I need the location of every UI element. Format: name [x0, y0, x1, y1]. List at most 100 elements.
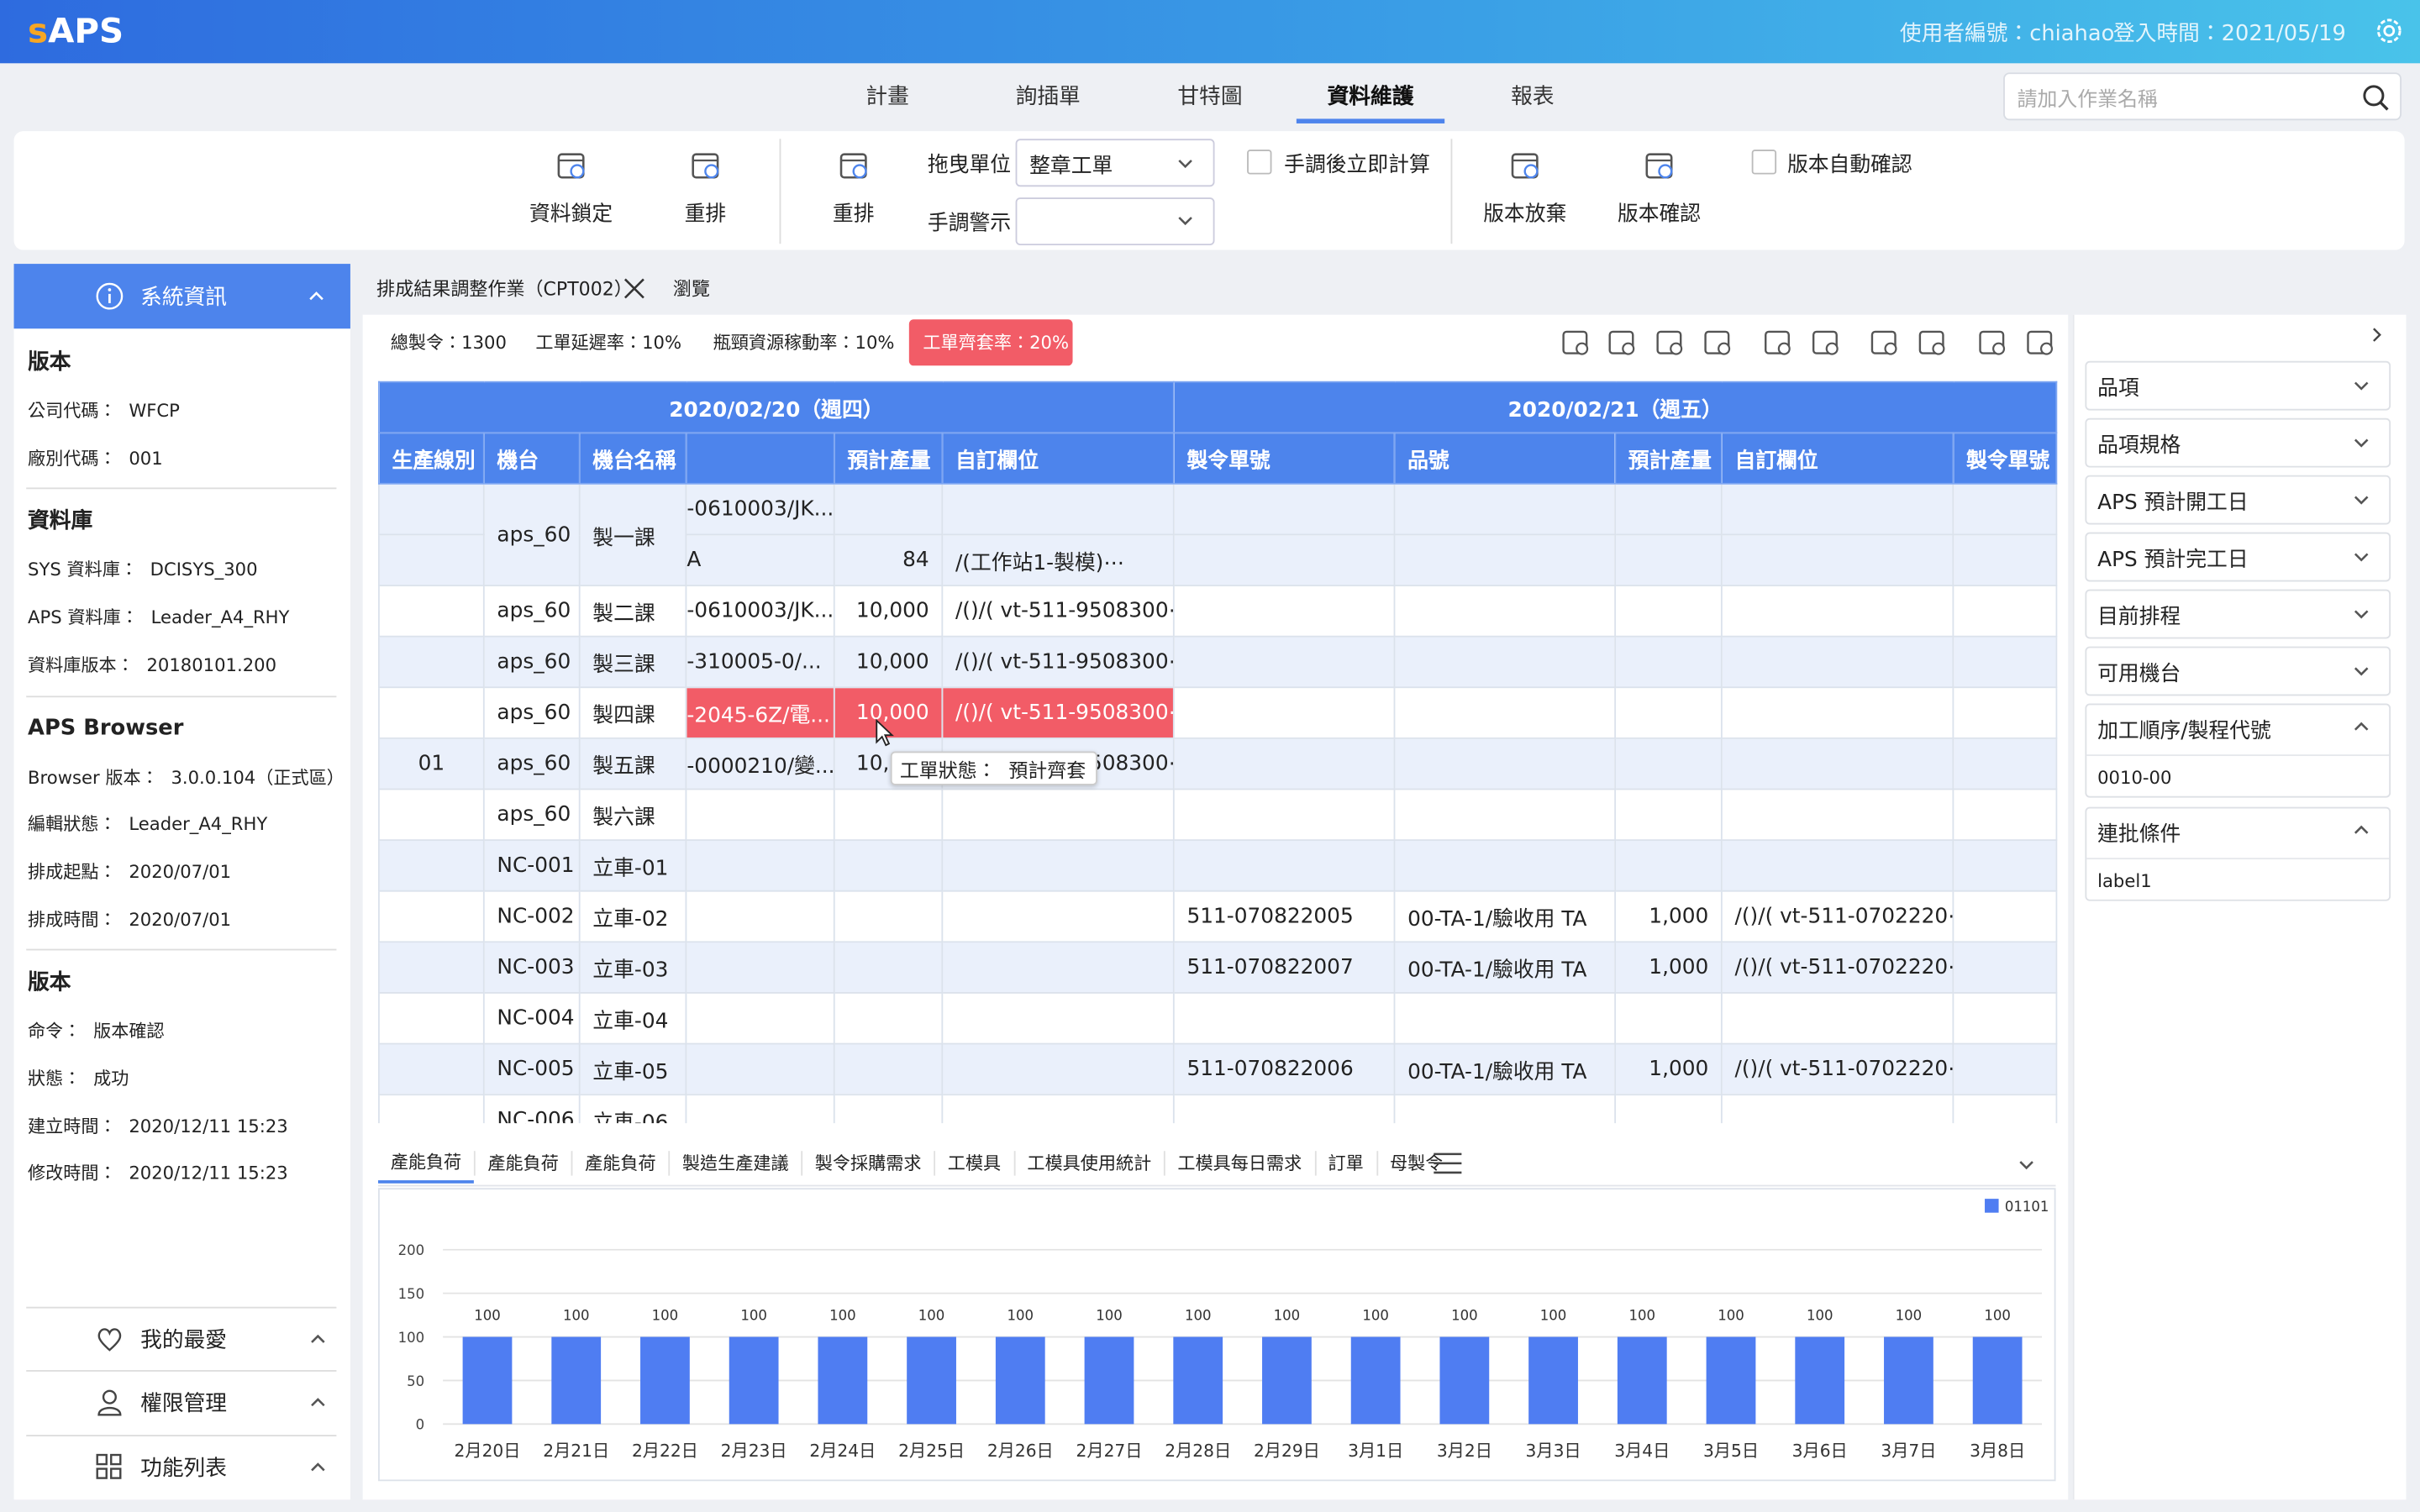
- nav-item[interactable]: 報表: [1511, 85, 1555, 110]
- menu-icon[interactable]: [1434, 1152, 1462, 1174]
- bar: [1617, 1336, 1667, 1425]
- value-label: 100: [652, 1307, 679, 1323]
- toolbar-button-label[interactable]: 資料鎖定: [529, 202, 613, 227]
- grid-tool-icon[interactable]: [1869, 327, 1900, 358]
- menu-icon: [96, 1453, 122, 1479]
- grid-tool-icon[interactable]: [1810, 327, 1841, 358]
- table-cell: -0000210/變...: [685, 737, 835, 790]
- filter-box[interactable]: APS 預計完工日: [2085, 532, 2391, 582]
- icon-part: [1979, 330, 2005, 354]
- value-label: 100: [1807, 1307, 1833, 1323]
- toolbar-button-label[interactable]: 重排: [684, 202, 727, 227]
- table-cell: 511-070822006: [1172, 1042, 1396, 1096]
- settings-icon[interactable]: [2375, 17, 2403, 45]
- tab-close[interactable]: [623, 278, 645, 300]
- table-cell: NC-004: [482, 992, 581, 1045]
- nav-item[interactable]: 詢插單: [1015, 85, 1081, 110]
- search-box[interactable]: 請加入作業名稱: [2003, 72, 2402, 121]
- table-cell: 立車-03: [578, 941, 687, 994]
- left-panel: [13, 264, 350, 1500]
- info-value: 3.0.0.104（正式區）: [171, 765, 345, 788]
- icon-part: [2379, 101, 2389, 111]
- select-value: 整章工單: [1029, 154, 1113, 180]
- grid-tool-icon[interactable]: [1607, 327, 1638, 358]
- icon-part: [311, 1334, 325, 1343]
- header-bar: [0, 0, 2420, 64]
- toolbar-button-label[interactable]: 版本放棄: [1483, 202, 1567, 227]
- nav-item[interactable]: 資料維護: [1327, 85, 1414, 110]
- bottom-tab[interactable]: 產能負荷: [571, 1151, 669, 1176]
- x-tick-label: 3月2日: [1437, 1441, 1492, 1461]
- bottom-tab[interactable]: 製令採購需求: [801, 1151, 934, 1176]
- filter-box[interactable]: 品項: [2085, 360, 2391, 411]
- column-header: 機台: [482, 432, 581, 485]
- table-cell: NC-006: [482, 1094, 581, 1124]
- filter-box[interactable]: 可用機台: [2085, 646, 2391, 696]
- table-cell: NC-005: [482, 1042, 581, 1096]
- icon-part: [2363, 85, 2385, 107]
- table-cell: [1952, 941, 2058, 994]
- tab[interactable]: 排成結果調整作業（CPT002）: [376, 278, 633, 301]
- nav-item[interactable]: 計畫: [865, 85, 909, 110]
- filter-box[interactable]: 品項規格: [2085, 417, 2391, 468]
- filter-label: 品項: [2097, 376, 2139, 402]
- grid-tool-icon[interactable]: [2025, 327, 2056, 358]
- toolbar-icon[interactable]: [554, 148, 587, 181]
- grid-tool-icon[interactable]: [1655, 327, 1686, 358]
- filter-box[interactable]: 加工順序/製程代號 0010-00: [2085, 703, 2391, 798]
- icon-part: [623, 278, 644, 299]
- bottom-tab[interactable]: 訂單: [1313, 1151, 1376, 1176]
- x-tick-label: 2月23日: [721, 1441, 787, 1461]
- table-cell: [378, 890, 485, 943]
- filter-value: 0010-00: [2097, 766, 2172, 789]
- value-label: 100: [918, 1307, 945, 1323]
- stat: 工單齊套率：20%: [923, 331, 1070, 354]
- info-value: 2020/07/01: [129, 908, 232, 930]
- nav-item[interactable]: 甘特圖: [1177, 85, 1243, 110]
- filter-box[interactable]: 目前排程: [2085, 589, 2391, 639]
- info-label: 廠別代碼：: [28, 447, 117, 469]
- filter-box[interactable]: APS 預計開工日: [2085, 475, 2391, 525]
- table-row: aps_60 製三課 -310005-0/... 10,000/()/( vt-511…: [378, 635, 2058, 689]
- toolbar-button-label[interactable]: 版本確認: [1617, 202, 1702, 227]
- chevron: [2354, 438, 2369, 448]
- bottom-tab[interactable]: 工模具: [934, 1151, 1013, 1176]
- filter-box[interactable]: 連批條件 label1: [2085, 806, 2391, 901]
- icon-part: [2376, 18, 2402, 44]
- search-icon[interactable]: [2361, 83, 2389, 111]
- bottom-tab[interactable]: 製造生產建議: [668, 1151, 801, 1176]
- x-tick-label: 2月26日: [987, 1441, 1054, 1461]
- left-panel-header[interactable]: [13, 264, 350, 329]
- table-row: aps_60 製一課 -0610003/JK...: [378, 482, 2058, 586]
- filter-divider: [2086, 754, 2390, 756]
- checkbox[interactable]: [1247, 150, 1272, 175]
- bottom-tab[interactable]: 工模具每日需求: [1163, 1151, 1314, 1176]
- menu-item[interactable]: 權限管理: [140, 1391, 227, 1417]
- table-cell: 00-TA-1/驗收用 TA: [1393, 941, 1617, 994]
- table-cell: [1720, 585, 1954, 638]
- grid-tool-icon[interactable]: [1977, 327, 2008, 358]
- grid-tool-icon[interactable]: [1917, 327, 1948, 358]
- manual-alert-select[interactable]: [1015, 197, 1215, 246]
- bottom-tab[interactable]: 產能負荷: [378, 1143, 474, 1184]
- collapse-arrow[interactable]: [2372, 327, 2381, 342]
- menu-item[interactable]: 我的最愛: [140, 1328, 227, 1353]
- checkbox[interactable]: [1751, 150, 1777, 175]
- table-cell: [1614, 788, 1723, 842]
- bottom-tab[interactable]: 工模具使用統計: [1013, 1151, 1164, 1176]
- bottom-tab[interactable]: 產能負荷: [473, 1151, 571, 1176]
- table-cell: [1952, 635, 2058, 689]
- tab[interactable]: 瀏覽: [672, 278, 710, 301]
- menu-item[interactable]: 功能列表: [140, 1456, 227, 1482]
- toolbar-icon[interactable]: [837, 148, 871, 181]
- icon-part: [1992, 342, 2006, 355]
- table-wrap: 2020/02/20（週四） 2020/02/21（週五） 生產線別 機台 機台名稱 預計…: [378, 381, 2058, 1124]
- toolbar-icon[interactable]: [1642, 148, 1676, 181]
- toolbar-button-label[interactable]: 重排: [832, 202, 875, 227]
- grid-tool-icon[interactable]: [1560, 327, 1591, 358]
- table-cell: [1720, 686, 1954, 739]
- toolbar-icon[interactable]: [1507, 148, 1541, 181]
- grid-tool-icon[interactable]: [1702, 327, 1733, 358]
- toolbar-icon[interactable]: [688, 148, 722, 181]
- grid-tool-icon[interactable]: [1763, 327, 1794, 358]
